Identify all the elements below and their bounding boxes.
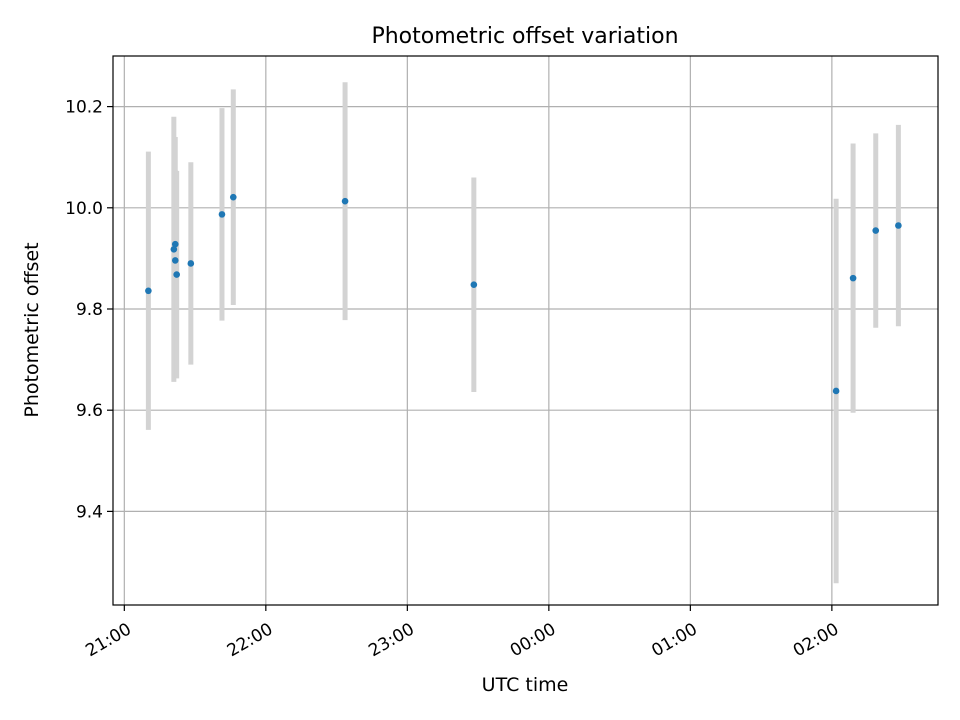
y-tick-label: 10.2 xyxy=(65,98,103,118)
plot-frame xyxy=(112,55,939,606)
data-point xyxy=(895,222,902,229)
data-point xyxy=(832,387,840,395)
grid xyxy=(113,56,938,605)
data-point xyxy=(218,211,226,218)
data-point xyxy=(187,260,195,267)
data-point xyxy=(145,287,152,295)
y-axis-ticks: 9.4 9.6 9.8 10.0 10.2 xyxy=(65,98,113,522)
y-tick-label: 10.0 xyxy=(65,199,103,219)
data-point xyxy=(341,197,349,205)
y-tick-label: 9.8 xyxy=(76,300,103,320)
y-tick-label: 9.6 xyxy=(76,401,103,421)
data-point xyxy=(229,193,237,201)
data-point xyxy=(849,274,857,282)
data-point xyxy=(872,227,880,234)
data-point xyxy=(171,240,179,248)
y-axis-label: Photometric offset xyxy=(21,242,43,417)
data-points xyxy=(145,193,902,395)
data-point xyxy=(173,271,180,278)
y-tick-label: 9.4 xyxy=(76,502,103,522)
data-point xyxy=(170,245,178,253)
chart-title: Photometric offset variation xyxy=(371,24,678,49)
x-axis-label: UTC time xyxy=(482,674,569,696)
data-point xyxy=(470,281,478,289)
data-point xyxy=(171,257,179,264)
